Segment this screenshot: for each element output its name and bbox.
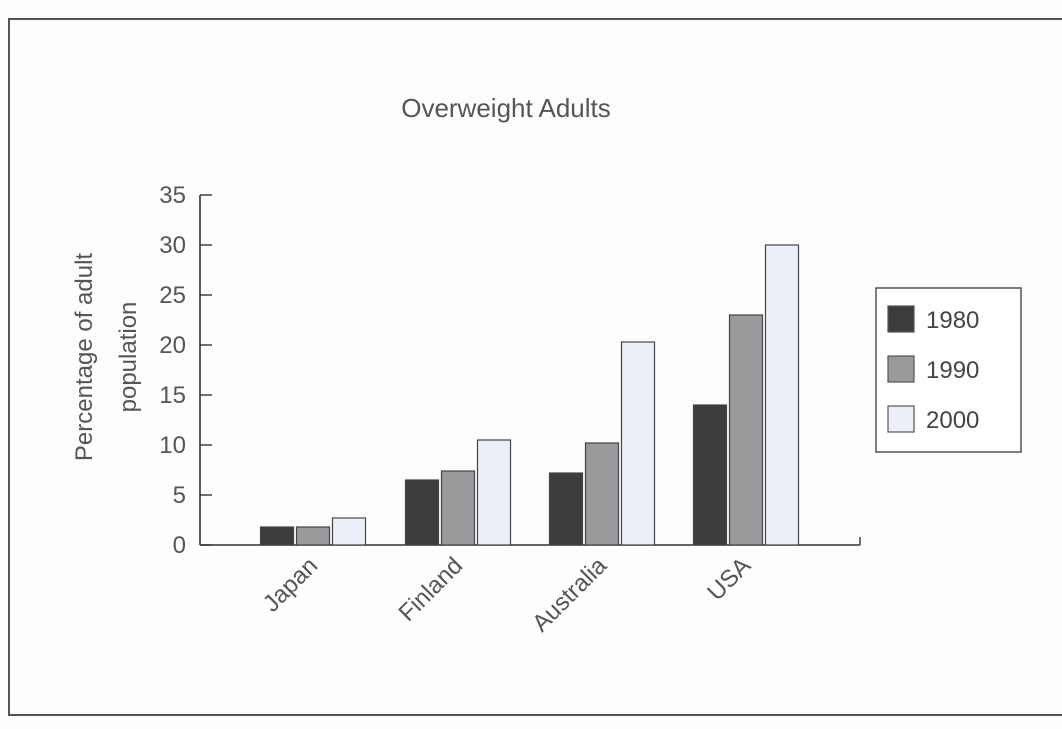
legend-label-2000: 2000: [926, 407, 979, 434]
y-tick-label: 15: [159, 382, 186, 409]
legend-swatch-1990: [887, 355, 915, 383]
x-category-label-finland: Finland: [393, 552, 468, 627]
bar-usa-1980: [692, 404, 728, 546]
bar-finland-1980: [404, 479, 440, 546]
legend-label-1980: 1980: [926, 307, 979, 334]
bar-finland-1990: [440, 470, 476, 546]
legend-label-1990: 1990: [926, 357, 979, 384]
bar-usa-2000: [764, 244, 800, 546]
y-axis-label-line-1: Percentage of adult: [71, 253, 98, 461]
legend-swatch-1980: [887, 305, 915, 333]
legend: 1980 1990 2000: [875, 287, 1022, 453]
y-tick-label: 0: [173, 532, 186, 559]
bar-japan-2000: [331, 517, 367, 546]
chart-frame: [8, 18, 1062, 716]
legend-swatch-2000: [887, 405, 915, 433]
y-tick-label: 35: [159, 182, 186, 209]
bar-japan-1990: [295, 526, 331, 546]
bar-japan-1980: [259, 526, 295, 546]
bar-finland-2000: [476, 439, 512, 546]
y-tick-label: 10: [159, 432, 186, 459]
bar-australia-1990: [584, 442, 620, 546]
y-tick-label: 30: [159, 232, 186, 259]
bar-australia-1980: [548, 472, 584, 546]
bar-usa-1990: [728, 314, 764, 546]
y-axis-label-line-2: population: [115, 302, 142, 413]
plot-area: 0 5 10 15 20 25 30 35 Japan Finland Australia USA: [159, 182, 861, 638]
x-category-label-japan: Japan: [258, 552, 323, 617]
x-category-label-australia: Australia: [527, 552, 613, 638]
y-tick-label: 25: [159, 282, 186, 309]
y-tick-label: 20: [159, 332, 186, 359]
bar-australia-2000: [620, 341, 656, 546]
chart-title: Overweight Adults: [401, 93, 611, 123]
y-tick-label: 5: [173, 482, 186, 509]
x-category-label-usa: USA: [702, 552, 756, 606]
